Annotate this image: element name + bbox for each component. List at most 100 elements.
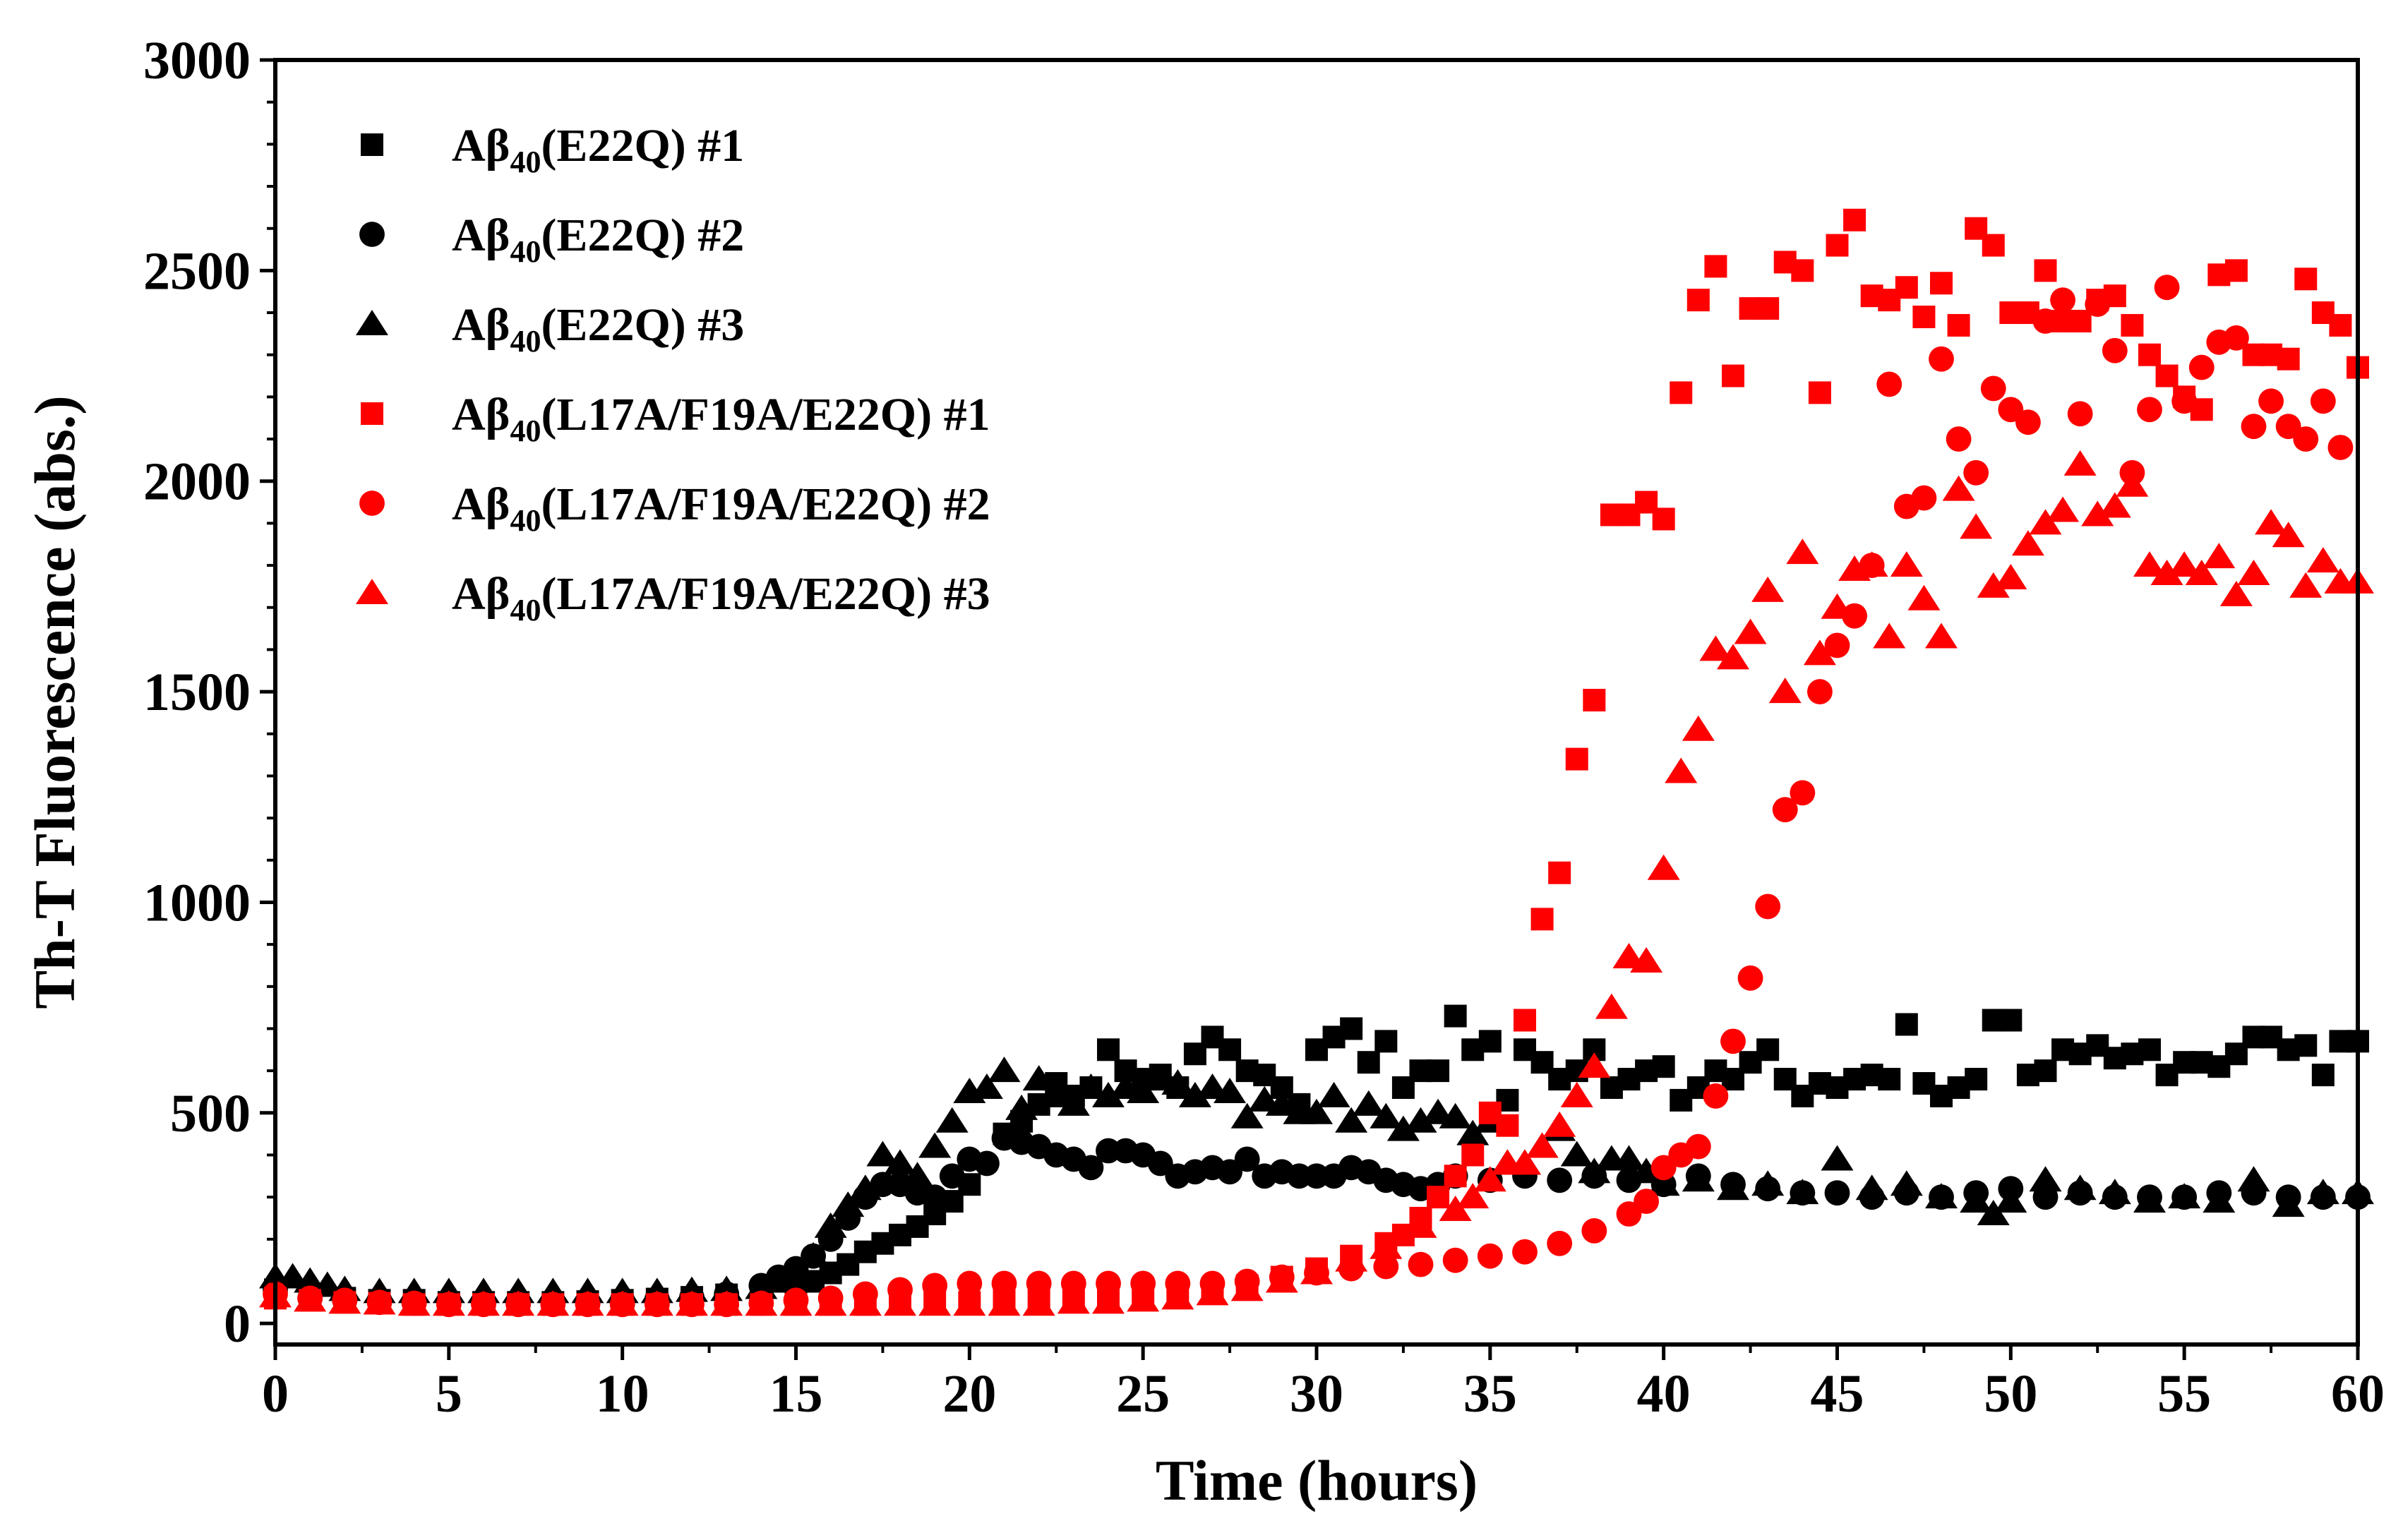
data-point [1756, 297, 1780, 320]
x-tick-label: 55 [2157, 1364, 2211, 1424]
data-point [363, 1289, 396, 1315]
data-point [1548, 861, 1571, 884]
data-point [1772, 797, 1798, 823]
data-point [1650, 1155, 1677, 1181]
data-point [2294, 1034, 2318, 1057]
legend-label: Aβ40(L17A/F19A/E22Q) #1 [452, 389, 990, 448]
data-point [1373, 1253, 1399, 1280]
y-tick-label: 1500 [143, 663, 251, 722]
data-point [1473, 1166, 1506, 1192]
data-point [1946, 426, 1972, 452]
data-point [1335, 1246, 1368, 1272]
legend-label-subscript: 40 [510, 324, 541, 359]
legend-label-subscript: 40 [510, 593, 541, 627]
data-point [1005, 1094, 1038, 1120]
data-point [2047, 496, 2080, 522]
legend-item: Aβ40(E22Q) #1 [361, 120, 744, 179]
data-point [2063, 1174, 2097, 1201]
data-point [935, 1107, 969, 1133]
data-point [1456, 1119, 1490, 1145]
data-point [918, 1290, 952, 1316]
data-point [762, 1267, 795, 1293]
data-point [1477, 1243, 1503, 1269]
data-point [991, 1270, 1017, 1297]
x-tick-label: 60 [2331, 1364, 2385, 1424]
legend-label-main: Aβ [452, 568, 510, 620]
data-point [2168, 551, 2201, 577]
data-point [1456, 1183, 1490, 1209]
data-point [1876, 371, 1902, 397]
data-point [1442, 1247, 1468, 1273]
data-point [2310, 388, 2336, 414]
data-point [1214, 1077, 1247, 1103]
data-point [1634, 1189, 1660, 1215]
data-point [988, 1290, 1021, 1316]
data-point [1685, 1133, 1711, 1160]
data-point [779, 1290, 813, 1316]
data-point [745, 1290, 778, 1316]
data-point [1824, 632, 1850, 658]
data-point [1616, 1201, 1642, 1227]
data-point [1768, 678, 1802, 704]
data-point [1965, 1068, 1988, 1091]
data-point [1751, 1170, 1785, 1196]
data-point [1078, 1155, 1104, 1181]
x-tick-label: 25 [1116, 1364, 1170, 1424]
data-point [1699, 635, 1732, 661]
y-tick-label: 1000 [143, 873, 251, 932]
data-point [1737, 965, 1763, 991]
data-point [870, 1172, 896, 1198]
data-point [2203, 1187, 2236, 1213]
data-point [1560, 1081, 1593, 1107]
legend-label-rest: (E22Q) #2 [541, 210, 744, 261]
data-point [918, 1132, 952, 1158]
data-point [939, 1163, 965, 1189]
data-point [1890, 1170, 1923, 1196]
data-point [1994, 1187, 2027, 1213]
x-tick-label: 0 [262, 1364, 289, 1424]
data-point [1026, 1270, 1052, 1297]
data-point [1335, 1107, 1368, 1133]
data-point [1478, 1030, 1502, 1053]
data-point [1843, 208, 1866, 231]
data-point [1734, 618, 1767, 644]
data-point [2155, 364, 2179, 387]
data-point [2138, 343, 2161, 366]
legend-marker [359, 491, 385, 516]
data-point [1357, 1051, 1380, 1074]
data-point [2102, 337, 2128, 363]
legend-label-rest: (L17A/F19A/E22Q) #1 [541, 389, 990, 440]
data-point [1873, 622, 1906, 649]
data-point [1826, 234, 1849, 257]
legend-label-main: Aβ [452, 299, 510, 351]
data-point [1717, 644, 1749, 670]
x-tick-label: 15 [769, 1364, 823, 1424]
data-point [2188, 354, 2215, 380]
data-point [1911, 485, 1937, 511]
data-point [1791, 259, 1814, 282]
data-point [1147, 1150, 1173, 1177]
data-point [1890, 551, 1923, 577]
data-point [887, 1277, 913, 1303]
legend-marker [356, 310, 388, 335]
data-point [1374, 1030, 1398, 1053]
data-point [1686, 289, 1710, 312]
data-point [1565, 747, 1588, 771]
series-2 [263, 1125, 2371, 1316]
axes: 0 5 10 15 20 25 30 35 40 45 50 55 60 0 500 1000 1500 2000… [143, 31, 2385, 1424]
data-point [640, 1290, 673, 1316]
legend-label-subscript: 40 [510, 234, 541, 269]
legend-label-subscript: 40 [510, 414, 541, 448]
data-point [2063, 450, 2097, 476]
data-point [1942, 475, 1975, 501]
series-6 [259, 450, 2374, 1316]
data-point [1756, 1038, 1780, 1061]
legend-marker [359, 222, 385, 247]
data-point [1370, 1102, 1403, 1129]
data-point [1963, 459, 1989, 486]
data-points [259, 208, 2374, 1318]
legend-label: Aβ40(L17A/F19A/E22Q) #2 [452, 479, 990, 538]
data-point [1616, 1167, 1642, 1193]
x-axis-title: Time (hours) [1156, 1448, 1478, 1512]
data-point [1578, 1157, 1611, 1184]
